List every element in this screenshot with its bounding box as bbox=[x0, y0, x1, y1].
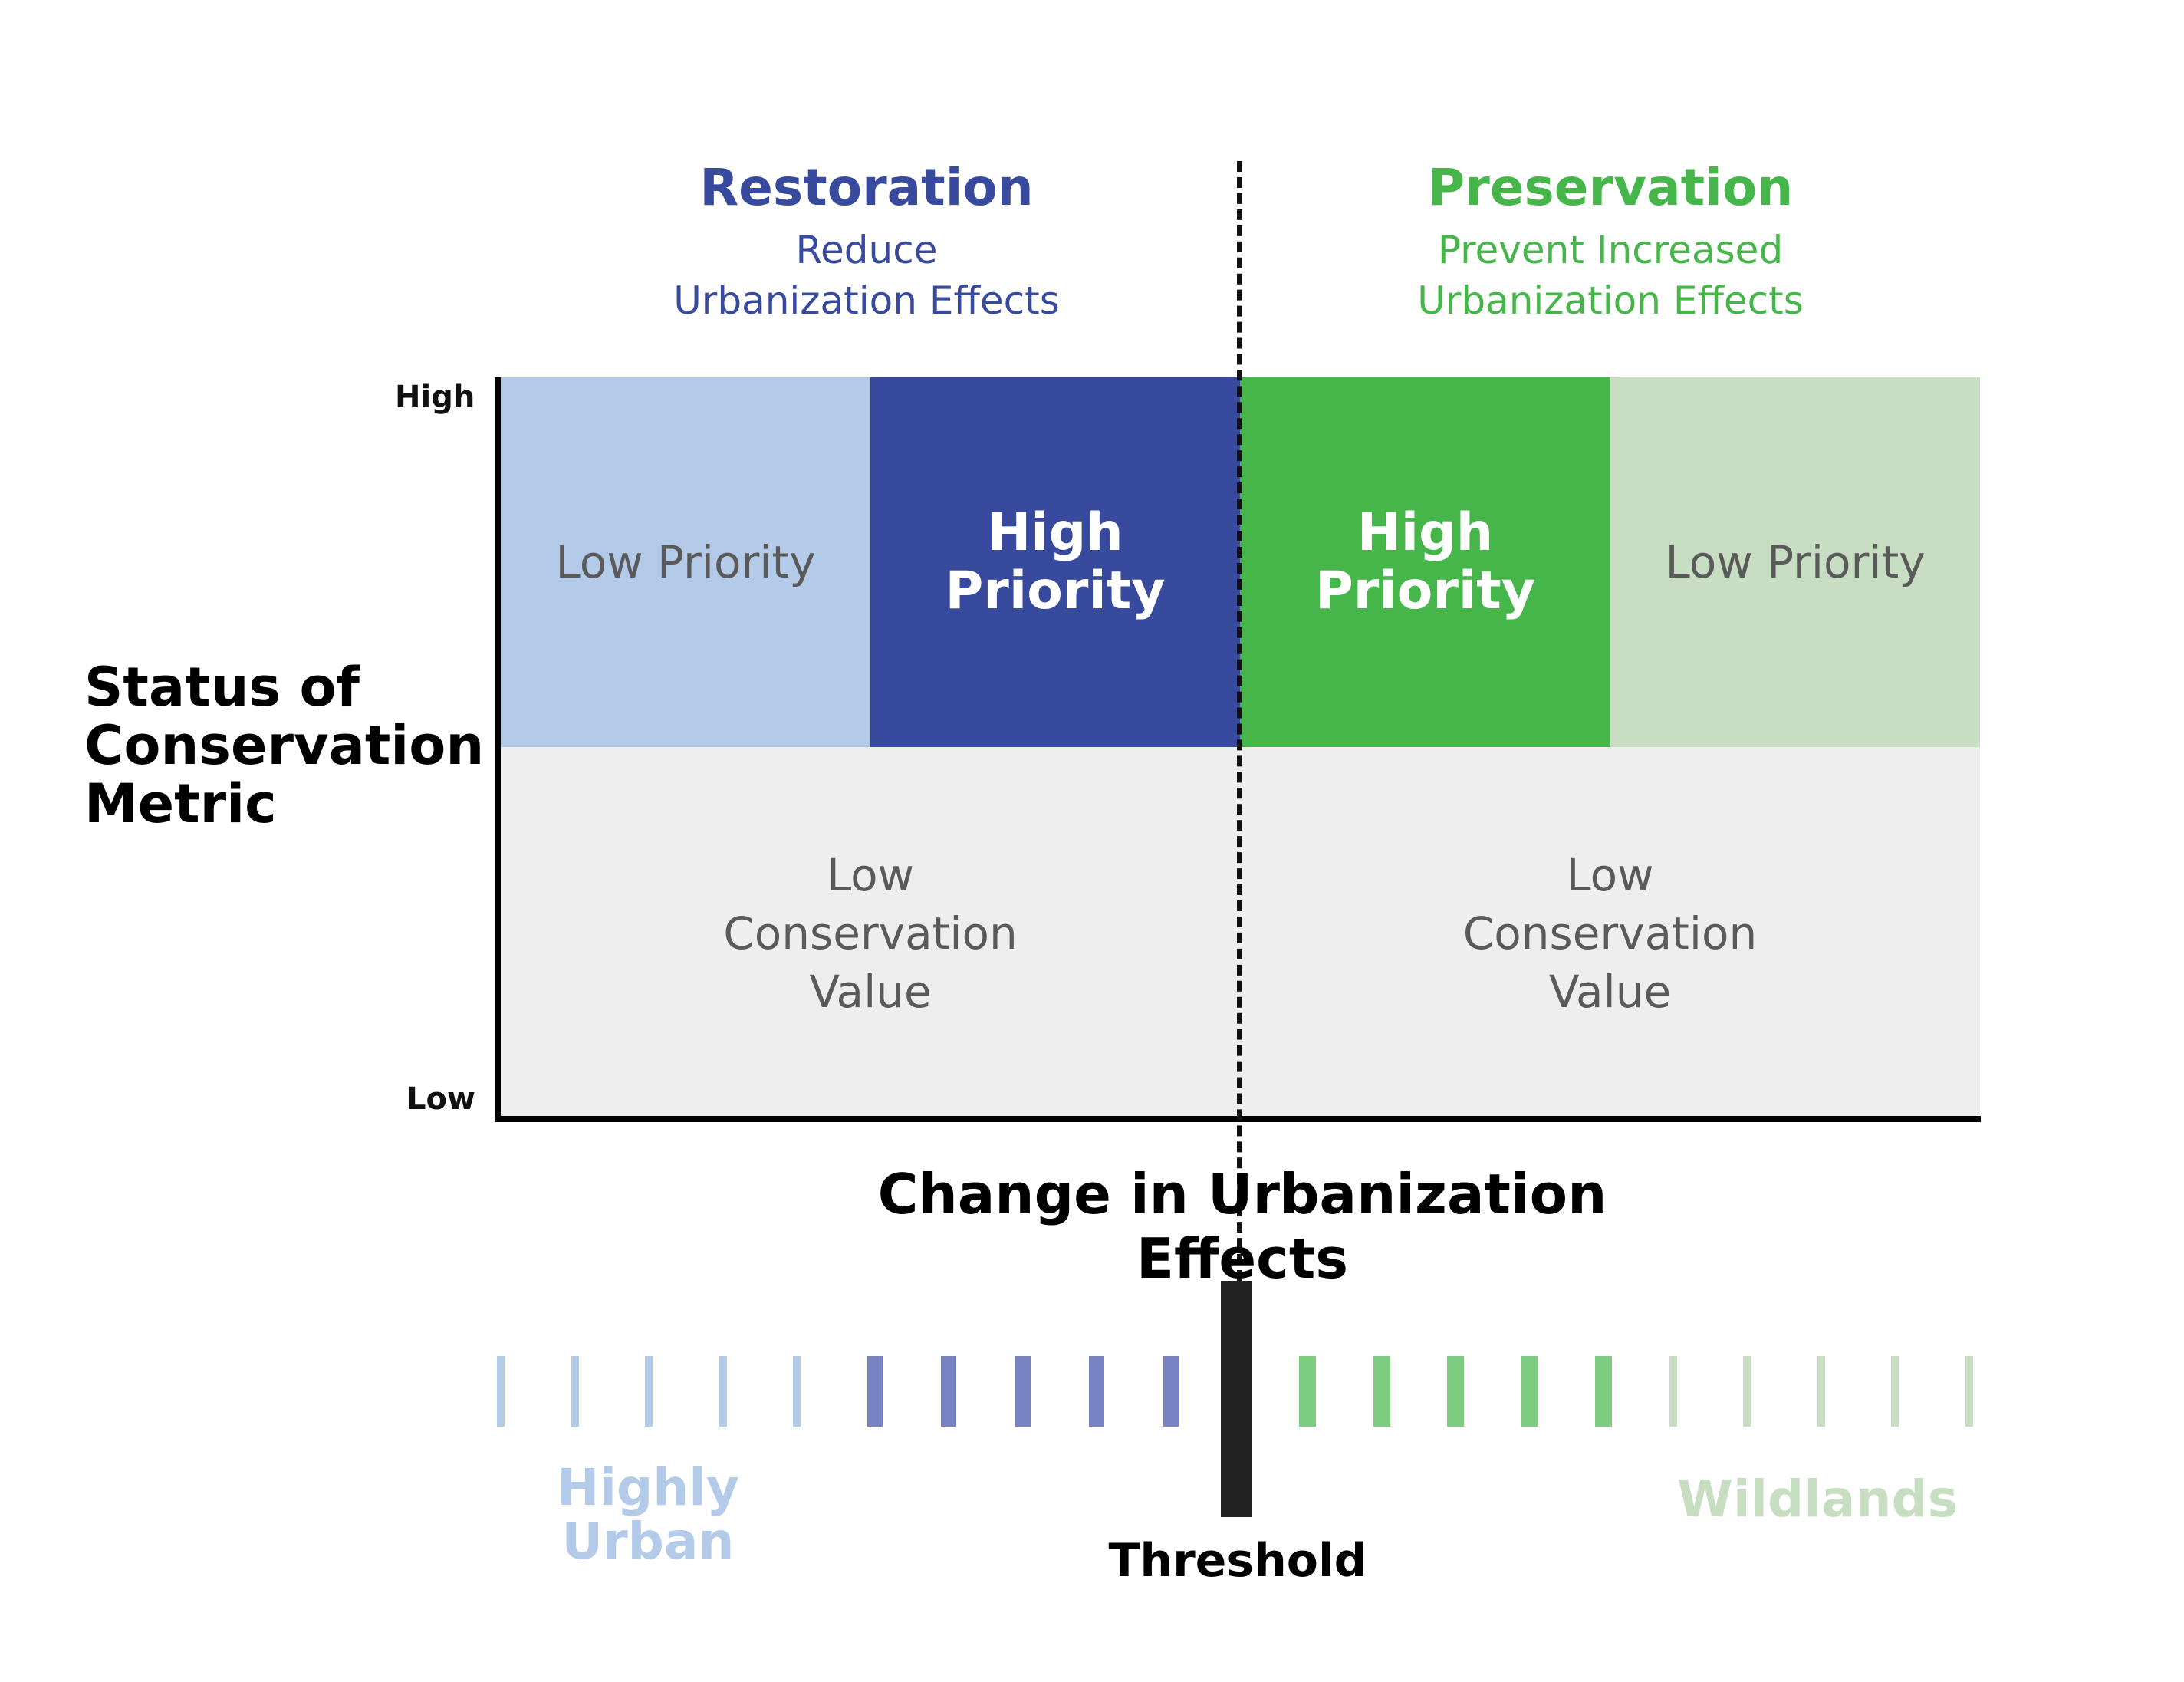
preservation-high-priority-label: High Priority bbox=[1314, 502, 1536, 621]
scale-bar bbox=[1669, 1356, 1677, 1427]
x-axis-label: Change in Urbanization Effects bbox=[877, 1162, 1607, 1291]
scale-bar bbox=[941, 1356, 956, 1427]
scale-bar bbox=[1373, 1356, 1390, 1427]
low-conservation-value-left-label: Low Conservation Value bbox=[723, 846, 1017, 1021]
scale-bar bbox=[1015, 1356, 1031, 1427]
scale-bar bbox=[497, 1356, 505, 1427]
restoration-subtitle-line1: Reduce bbox=[795, 228, 938, 272]
preservation-subtitle-line2: Urbanization Effects bbox=[1417, 278, 1804, 323]
scale-bar bbox=[1817, 1356, 1825, 1427]
scale-bar bbox=[867, 1356, 883, 1427]
y-axis-high-label: High bbox=[395, 380, 475, 415]
preservation-title: Preservation bbox=[1427, 158, 1794, 217]
scale-bar bbox=[1447, 1356, 1464, 1427]
preservation-low-priority-label: Low Priority bbox=[1665, 536, 1926, 588]
low-value-left-line3: Value bbox=[809, 965, 932, 1018]
scale-bar bbox=[571, 1356, 579, 1427]
y-axis-label-line3: Metric bbox=[84, 772, 277, 835]
low-conservation-value-right-cell: Low Conservation Value bbox=[1240, 747, 1980, 1119]
threshold-marker bbox=[1221, 1281, 1252, 1517]
y-axis-label-line1: Status of bbox=[84, 656, 360, 719]
wildlands-label: Wildlands bbox=[1677, 1470, 1958, 1529]
low-value-right-line2: Conservation bbox=[1462, 907, 1758, 959]
low-conservation-value-right-label: Low Conservation Value bbox=[1463, 846, 1757, 1021]
highly-urban-line1: Highly bbox=[557, 1458, 739, 1517]
y-axis-line bbox=[495, 377, 501, 1121]
preservation-subtitle-line1: Prevent Increased bbox=[1437, 228, 1784, 272]
restoration-header: Restoration Reduce Urbanization Effects bbox=[598, 157, 1135, 326]
scale-bar bbox=[793, 1356, 801, 1427]
y-axis-low-label: Low bbox=[406, 1081, 475, 1117]
low-value-right-line3: Value bbox=[1548, 965, 1672, 1018]
threshold-label: Threshold bbox=[1108, 1534, 1367, 1588]
scale-bar bbox=[1089, 1356, 1104, 1427]
scale-bar bbox=[645, 1356, 653, 1427]
y-axis-label-line2: Conservation bbox=[84, 714, 485, 777]
highly-urban-line2: Urban bbox=[561, 1512, 735, 1571]
low-value-right-line1: Low bbox=[1566, 848, 1654, 901]
scale-bar bbox=[1521, 1356, 1538, 1427]
restoration-high-priority-label: High Priority bbox=[945, 502, 1166, 621]
scale-bar bbox=[1595, 1356, 1612, 1427]
restoration-subtitle-line2: Urbanization Effects bbox=[673, 278, 1060, 323]
scale-bar bbox=[1299, 1356, 1316, 1427]
y-axis-label: Status of Conservation Metric bbox=[84, 658, 484, 833]
threshold-dashed-line bbox=[1237, 161, 1242, 1281]
scale-bar bbox=[1965, 1356, 1973, 1427]
scale-bar bbox=[1891, 1356, 1899, 1427]
low-conservation-value-left-cell: Low Conservation Value bbox=[501, 747, 1240, 1119]
restoration-low-priority-label: Low Priority bbox=[555, 536, 816, 588]
preservation-low-priority-cell: Low Priority bbox=[1610, 377, 1980, 747]
low-value-left-line2: Conservation bbox=[723, 907, 1018, 959]
scale-bar bbox=[719, 1356, 727, 1427]
scale-bar bbox=[1743, 1356, 1751, 1427]
preservation-header: Preservation Prevent Increased Urbanizat… bbox=[1334, 157, 1886, 326]
scale-bar bbox=[1163, 1356, 1179, 1427]
restoration-high-priority-cell: High Priority bbox=[870, 377, 1240, 747]
restoration-title: Restoration bbox=[699, 158, 1034, 217]
preservation-high-priority-cell: High Priority bbox=[1240, 377, 1610, 747]
restoration-low-priority-cell: Low Priority bbox=[501, 377, 870, 747]
highly-urban-label: Highly Urban bbox=[537, 1461, 759, 1568]
low-value-left-line1: Low bbox=[826, 848, 915, 901]
